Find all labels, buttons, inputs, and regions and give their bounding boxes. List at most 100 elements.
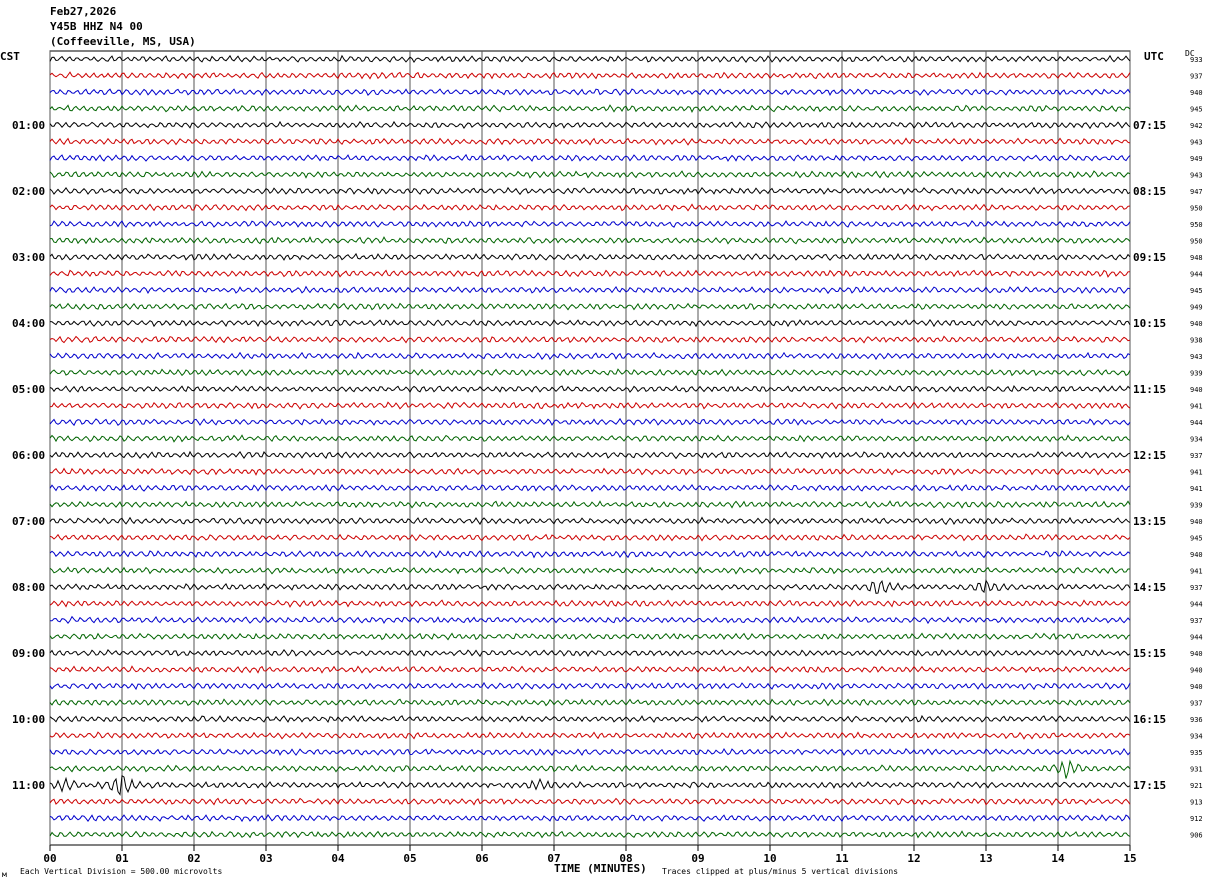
left-hour-label: 11:00: [12, 779, 45, 792]
seismic-trace: [50, 600, 1130, 607]
dc-offset-label: 940: [1190, 518, 1203, 526]
left-hour-label: 03:00: [12, 251, 45, 264]
right-hour-label: 17:15: [1133, 779, 1166, 792]
left-hour-label: 04:00: [12, 317, 45, 330]
seismic-trace: [50, 221, 1130, 227]
dc-offset-label: 940: [1190, 650, 1203, 658]
seismic-trace: [50, 761, 1130, 778]
seismic-trace: [50, 56, 1130, 62]
seismic-trace: [50, 105, 1130, 112]
dc-offset-label: 937: [1190, 617, 1203, 625]
dc-offset-label: 934: [1190, 733, 1203, 741]
seismic-trace: [50, 287, 1130, 294]
seismic-trace: [50, 716, 1130, 722]
right-hour-label: 09:15: [1133, 251, 1166, 264]
corner-mark: м: [2, 870, 7, 879]
seismic-trace: [50, 683, 1130, 689]
seismic-trace: [50, 254, 1130, 260]
dc-offset-label: 921: [1190, 782, 1203, 790]
dc-offset-label: 936: [1190, 716, 1203, 724]
dc-offset-label: 950: [1190, 238, 1203, 246]
right-hour-label: 11:15: [1133, 383, 1166, 396]
dc-offset-label: 935: [1190, 749, 1203, 757]
x-tick-label: 02: [187, 852, 200, 865]
seismic-trace: [50, 369, 1130, 375]
dc-offset-label: 941: [1190, 469, 1203, 477]
x-tick-label: 12: [907, 852, 920, 865]
x-tick-label: 09: [691, 852, 704, 865]
dc-offset-label: 943: [1190, 139, 1203, 147]
dc-offset-label: 950: [1190, 221, 1203, 229]
axis-labels: 00 01 02 03 04 05 06 07 08 09 10 11 12 13 14 15 01:00 07:…: [12, 56, 1203, 865]
dc-offset-label: 937: [1190, 700, 1203, 708]
right-hour-label: 15:15: [1133, 647, 1166, 660]
seismic-trace: [50, 435, 1130, 441]
left-hour-label: 06:00: [12, 449, 45, 462]
seismic-trace: [50, 304, 1130, 310]
dc-offset-label: 942: [1190, 122, 1203, 130]
seismic-trace: [50, 270, 1130, 276]
x-axis-label: TIME (MINUTES): [554, 862, 647, 875]
dc-offset-label: 940: [1190, 89, 1203, 97]
left-hour-label: 01:00: [12, 119, 45, 132]
seismic-trace: [50, 72, 1130, 78]
x-tick-label: 05: [403, 852, 416, 865]
right-hour-label: 10:15: [1133, 317, 1166, 330]
dc-offset-label: 949: [1190, 155, 1203, 163]
dc-offset-label: 940: [1190, 667, 1203, 675]
seismic-trace: [50, 501, 1130, 508]
dc-offset-label: 943: [1190, 353, 1203, 361]
dc-offset-label: 944: [1190, 601, 1203, 609]
plot-frame: [50, 51, 1130, 845]
x-tick-label: 14: [1051, 852, 1065, 865]
seismic-trace: [50, 171, 1130, 178]
dc-offset-label: 940: [1190, 386, 1203, 394]
seismic-trace: [50, 237, 1130, 244]
x-tick-label: 01: [115, 852, 129, 865]
right-hour-label: 07:15: [1133, 119, 1166, 132]
dc-offset-label: 941: [1190, 485, 1203, 493]
left-hour-label: 09:00: [12, 647, 45, 660]
x-tick-label: 15: [1123, 852, 1136, 865]
right-hour-label: 08:15: [1133, 185, 1166, 198]
seismic-trace: [50, 452, 1130, 459]
dc-offset-label: 940: [1190, 320, 1203, 328]
left-hour-label: 08:00: [12, 581, 45, 594]
traces: [50, 56, 1130, 838]
dc-offset-label: 941: [1190, 403, 1203, 411]
dc-offset-label: 937: [1190, 584, 1203, 592]
seismic-trace: [50, 815, 1130, 821]
seismic-trace: [50, 188, 1130, 195]
seismic-trace: [50, 386, 1130, 392]
left-hour-label: 10:00: [12, 713, 45, 726]
x-tick-label: 03: [259, 852, 272, 865]
seismic-trace: [50, 469, 1130, 475]
seismic-trace: [50, 633, 1130, 639]
left-hour-label: 02:00: [12, 185, 45, 198]
right-hour-label: 14:15: [1133, 581, 1166, 594]
dc-offset-label: 906: [1190, 832, 1203, 840]
seismic-trace: [50, 749, 1130, 755]
left-hour-label: 07:00: [12, 515, 45, 528]
seismic-trace: [50, 138, 1130, 144]
seismic-trace: [50, 155, 1130, 161]
seismic-trace: [50, 581, 1130, 594]
dc-offset-label: 937: [1190, 73, 1203, 81]
dc-offset-label: 944: [1190, 419, 1203, 427]
dc-offset-label: 934: [1190, 436, 1203, 444]
seismic-trace: [50, 617, 1130, 624]
dc-offset-label: 947: [1190, 188, 1203, 196]
right-hour-label: 13:15: [1133, 515, 1166, 528]
dc-offset-label: 931: [1190, 766, 1203, 774]
seismic-trace: [50, 551, 1130, 558]
dc-offset-label: 944: [1190, 634, 1203, 642]
dc-offset-label: 949: [1190, 304, 1203, 312]
seismic-trace: [50, 699, 1130, 705]
seismic-trace: [50, 402, 1130, 409]
seismic-trace: [50, 650, 1130, 656]
dc-offset-label: 950: [1190, 205, 1203, 213]
dc-offset-label: 912: [1190, 815, 1203, 823]
x-tick-label: 13: [979, 852, 992, 865]
seismic-trace: [50, 567, 1130, 573]
clip-note: Traces clipped at plus/minus 5 vertical …: [662, 867, 898, 876]
